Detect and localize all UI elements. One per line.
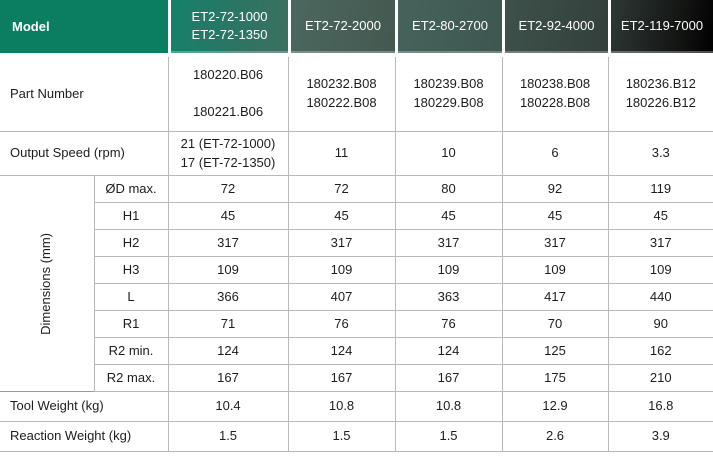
table-cell: 10: [394, 131, 503, 176]
table-cell: 3.9: [607, 421, 713, 452]
table-cell: 90: [607, 310, 713, 338]
row-label: Part Number: [0, 57, 169, 132]
table-row: R2 min. 124 124 124 125 162: [0, 337, 713, 365]
table-row: H1 45 45 45 45 45: [0, 202, 713, 230]
row-label: Output Speed (rpm): [0, 131, 169, 176]
table-cell: 11: [287, 131, 396, 176]
table-cell: 10.8: [287, 391, 396, 422]
dimensions-group-label: Dimensions (mm): [0, 175, 95, 392]
table-cell: 317: [167, 229, 289, 257]
table-cell: 109: [607, 256, 713, 284]
table-cell: 45: [167, 202, 289, 230]
table-cell: 180220.B06 180221.B06: [167, 57, 289, 132]
row-label: ØD max.: [93, 175, 169, 203]
table-row: R1 71 76 76 70 90: [0, 310, 713, 338]
column-header: ET2-92-4000: [502, 0, 608, 53]
table-row: Part Number 180220.B06 180221.B06 180232…: [0, 57, 713, 132]
header-row: Model ET2-72-1000 ET2-72-1350 ET2-72-200…: [0, 0, 713, 53]
table-cell: 1.5: [167, 421, 289, 452]
table-cell: 125: [501, 337, 609, 365]
table-cell: 407: [287, 283, 396, 311]
table-cell: 109: [167, 256, 289, 284]
table-cell: 109: [394, 256, 503, 284]
table-cell: 317: [394, 229, 503, 257]
table-cell: 76: [287, 310, 396, 338]
row-label: Reaction Weight (kg): [0, 421, 169, 452]
table-row: Dimensions (mm) ØD max. 72 72 80 92 119: [0, 175, 713, 392]
row-label: H1: [94, 202, 169, 230]
dimensions-group-label-text: Dimensions (mm): [38, 232, 54, 335]
table-cell: 124: [287, 337, 396, 365]
table-row: R2 max. 167 167 167 175 210: [0, 364, 713, 392]
table-cell: 366: [167, 283, 289, 311]
table-cell: 124: [167, 337, 289, 365]
table-cell: 317: [501, 229, 609, 257]
table-cell: 45: [287, 202, 396, 230]
table-cell: 45: [394, 202, 503, 230]
table-cell: 45: [607, 202, 713, 230]
table-cell: 363: [394, 283, 503, 311]
spec-table-body: Part Number 180220.B06 180221.B06 180232…: [0, 57, 713, 452]
table-row: H3 109 109 109 109 109: [0, 256, 713, 284]
table-cell: 109: [501, 256, 609, 284]
column-header-model: Model: [0, 0, 168, 53]
table-cell: 119: [607, 175, 713, 203]
table-cell: 162: [607, 337, 713, 365]
table-row: H2 317 317 317 317 317: [0, 229, 713, 257]
table-row: Tool Weight (kg) 10.4 10.8 10.8 12.9 16.…: [0, 391, 713, 422]
header-divider: [0, 53, 713, 57]
table-cell: 72: [167, 175, 289, 203]
table-cell: 92: [501, 175, 609, 203]
table-cell: 12.9: [501, 391, 609, 422]
row-label: H2: [94, 229, 169, 257]
table-cell: 80: [394, 175, 503, 203]
table-cell: 76: [394, 310, 503, 338]
table-cell: 180239.B08 180229.B08: [394, 57, 503, 132]
table-cell: 16.8: [607, 391, 713, 422]
table-cell: 1.5: [287, 421, 396, 452]
column-header: ET2-72-1000 ET2-72-1350: [168, 0, 288, 53]
table-cell: 167: [394, 364, 503, 392]
table-cell: 167: [167, 364, 289, 392]
table-cell: 10.8: [394, 391, 503, 422]
row-label: R2 min.: [94, 337, 169, 365]
table-cell: 71: [167, 310, 289, 338]
table-cell: 6: [501, 131, 609, 176]
table-cell: 3.3: [607, 131, 713, 176]
table-row: Output Speed (rpm) 21 (ET-72-1000) 17 (E…: [0, 131, 713, 176]
column-header: ET2-119-7000: [608, 0, 713, 53]
table-cell: 180232.B08 180222.B08: [287, 57, 396, 132]
table-cell: 72: [287, 175, 396, 203]
table-row: Reaction Weight (kg) 1.5 1.5 1.5 2.6 3.9: [0, 421, 713, 452]
table-cell: 10.4: [167, 391, 289, 422]
row-label: R1: [94, 310, 169, 338]
table-cell: 317: [287, 229, 396, 257]
column-header: ET2-72-2000: [288, 0, 395, 53]
row-label: Tool Weight (kg): [0, 391, 169, 422]
table-row: L 366 407 363 417 440: [0, 283, 713, 311]
table-cell: 175: [501, 364, 609, 392]
column-header: ET2-80-2700: [395, 0, 502, 53]
table-cell: 109: [287, 256, 396, 284]
table-cell: 1.5: [394, 421, 503, 452]
table-cell: 417: [501, 283, 609, 311]
row-label: R2 max.: [94, 364, 169, 392]
table-cell: 440: [607, 283, 713, 311]
table-cell: 124: [394, 337, 503, 365]
table-cell: 180236.B12 180226.B12: [607, 57, 713, 132]
table-cell: 210: [607, 364, 713, 392]
table-cell: 317: [607, 229, 713, 257]
table-cell: 180238.B08 180228.B08: [501, 57, 609, 132]
table-cell: 45: [501, 202, 609, 230]
table-cell: 167: [287, 364, 396, 392]
row-label: H3: [94, 256, 169, 284]
table-cell: 2.6: [501, 421, 609, 452]
table-cell: 70: [501, 310, 609, 338]
row-label: L: [94, 283, 169, 311]
table-cell: 21 (ET-72-1000) 17 (ET-72-1350): [167, 131, 289, 176]
